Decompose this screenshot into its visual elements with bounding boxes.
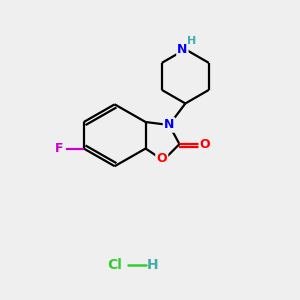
Text: H: H bbox=[187, 36, 196, 46]
Text: N: N bbox=[177, 43, 188, 56]
Text: Cl: Cl bbox=[107, 258, 122, 272]
Text: N: N bbox=[164, 118, 174, 131]
Text: H: H bbox=[147, 258, 159, 272]
Text: F: F bbox=[55, 142, 63, 155]
Text: O: O bbox=[200, 138, 210, 151]
Text: O: O bbox=[157, 152, 167, 165]
